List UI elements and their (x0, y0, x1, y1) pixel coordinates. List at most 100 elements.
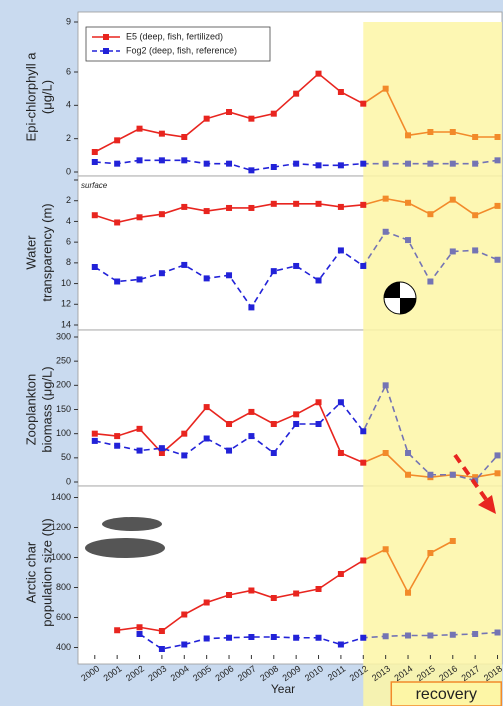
data-point (315, 421, 322, 427)
y-tick-label: 100 (56, 428, 71, 438)
data-point (293, 590, 300, 597)
data-point (427, 278, 434, 285)
data-point (360, 160, 367, 167)
data-point (136, 214, 143, 221)
y-tick-label: 250 (56, 356, 71, 366)
y-tick-label: 14 (61, 319, 71, 329)
y-axis-label: population size (N) (39, 518, 54, 626)
data-point (405, 589, 412, 596)
data-point (315, 277, 322, 284)
y-tick-label: 400 (56, 642, 71, 652)
y-tick-label: 300 (56, 331, 71, 341)
data-point (136, 276, 143, 283)
y-axis-label: transparency (m) (39, 203, 54, 301)
data-point (337, 450, 344, 456)
data-point (248, 304, 255, 311)
data-point (248, 115, 255, 122)
y-tick-label: 1400 (51, 492, 71, 502)
data-point (405, 450, 412, 456)
data-point (449, 196, 456, 203)
recovery-label-box (390, 681, 503, 706)
y-tick-label: 6 (66, 66, 71, 76)
data-point (405, 132, 412, 139)
data-point (293, 262, 300, 269)
data-point (315, 586, 322, 592)
data-point (472, 134, 479, 140)
data-point (472, 212, 479, 219)
data-point (472, 160, 479, 167)
data-point (226, 204, 233, 211)
data-point (158, 445, 165, 452)
legend-marker (103, 48, 109, 54)
data-point (405, 237, 412, 244)
data-point (494, 452, 501, 459)
data-point (382, 450, 389, 456)
data-point (136, 425, 143, 432)
data-point (226, 634, 233, 641)
data-point (181, 641, 188, 648)
data-point (337, 571, 344, 577)
data-point (203, 435, 210, 442)
data-point (114, 160, 121, 167)
data-point (494, 202, 501, 209)
y-tick-label: 10 (61, 278, 71, 288)
data-point (248, 167, 255, 174)
data-point (114, 219, 121, 226)
data-point (449, 248, 456, 255)
data-point (91, 149, 98, 155)
data-point (449, 631, 456, 638)
data-point (91, 159, 98, 165)
data-point (158, 646, 165, 652)
data-point (315, 200, 322, 207)
data-point (382, 85, 389, 92)
data-point (203, 115, 210, 122)
y-tick-label: 12 (61, 299, 71, 309)
data-point (226, 592, 233, 598)
data-point (181, 261, 188, 268)
data-point (158, 450, 165, 456)
data-point (293, 200, 300, 207)
data-point (136, 157, 143, 164)
data-point (337, 399, 344, 406)
data-point (158, 130, 165, 137)
data-point (226, 109, 233, 115)
data-point (315, 399, 322, 406)
data-point (360, 557, 367, 564)
legend-marker (103, 34, 109, 40)
data-point (91, 437, 98, 444)
data-point (427, 211, 434, 218)
data-point (226, 272, 233, 279)
data-point (158, 157, 165, 164)
data-point (293, 160, 300, 167)
data-point (382, 228, 389, 235)
data-point (136, 447, 143, 454)
data-point (91, 430, 98, 437)
data-point (114, 433, 121, 440)
data-point (270, 450, 277, 456)
data-point (181, 611, 188, 618)
decline-arrow (453, 453, 492, 507)
data-point (382, 546, 389, 553)
data-point (226, 160, 233, 167)
y-tick-label: 800 (56, 582, 71, 592)
data-point (270, 200, 277, 207)
data-point (360, 459, 367, 466)
data-point (203, 160, 210, 167)
fish-icons (85, 517, 165, 558)
data-point (337, 247, 344, 254)
data-point (248, 433, 255, 440)
data-point (382, 633, 389, 640)
data-point (293, 411, 300, 418)
x-axis-label: Year (271, 682, 295, 696)
data-point (114, 627, 121, 634)
data-point (158, 211, 165, 218)
y-axis-label: Zooplankton (23, 374, 38, 446)
data-point (158, 628, 165, 634)
data-point (427, 471, 434, 478)
data-point (405, 199, 412, 206)
secchi-disk (383, 281, 417, 315)
data-point (248, 587, 255, 594)
data-point (337, 203, 344, 210)
data-point (181, 430, 188, 437)
